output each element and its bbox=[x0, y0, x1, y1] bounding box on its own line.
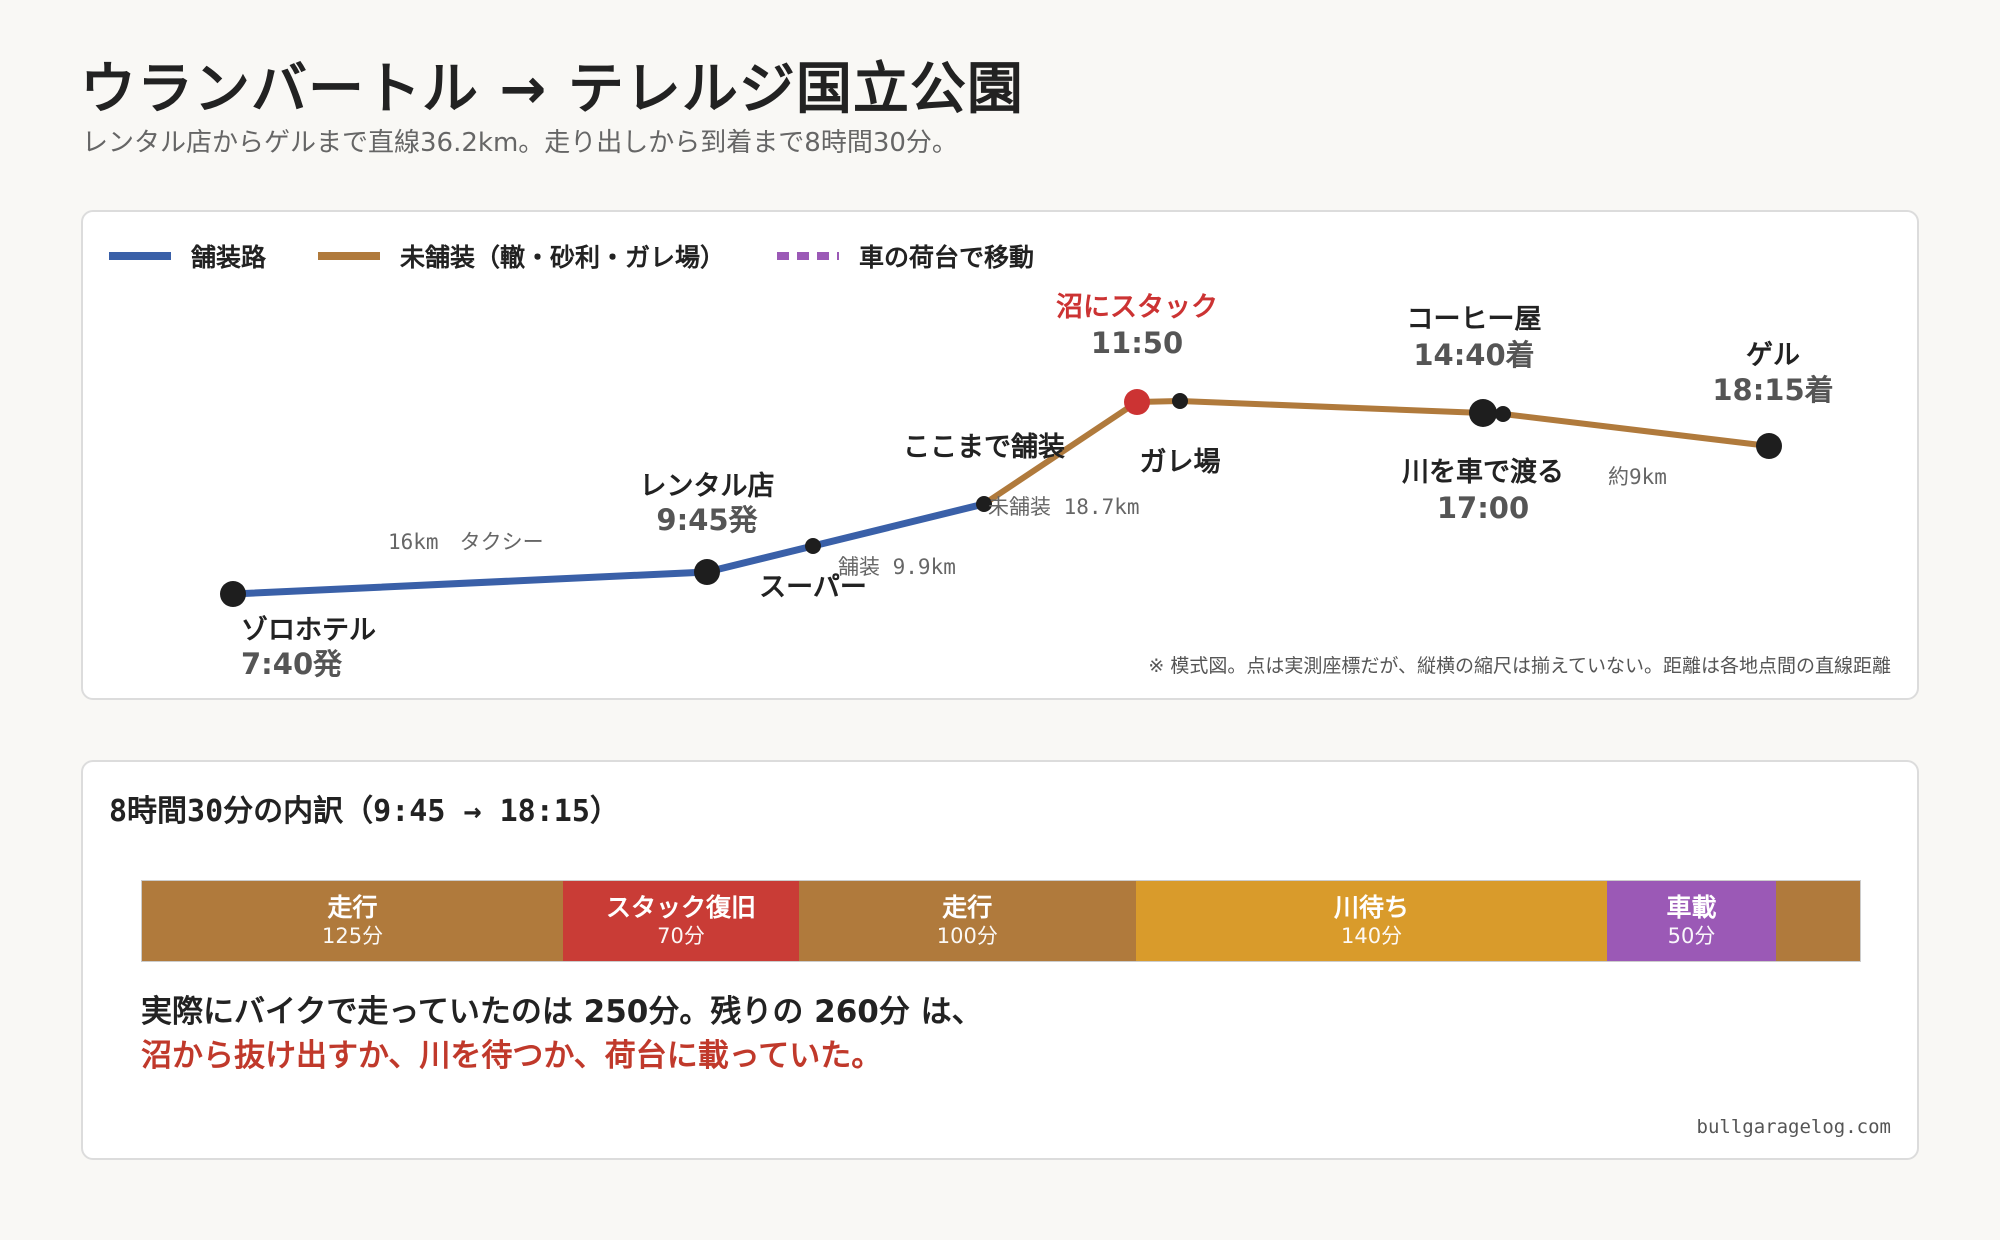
breakdown-segment-label: 走行 bbox=[327, 893, 378, 922]
truck-swatch-icon bbox=[777, 252, 840, 260]
unpaved-route-line-4 bbox=[1500, 411, 1772, 449]
time-river: 17:00 bbox=[1437, 491, 1529, 525]
label-super: スーパー bbox=[759, 572, 867, 603]
breakdown-segment bbox=[1775, 881, 1860, 961]
time-ger: 18:15着 bbox=[1712, 373, 1833, 407]
breakdown-segment-label: スタック復旧 bbox=[605, 893, 756, 922]
time-breakdown-bar: 走行 125分 スタック復旧 70分 走行 100分 川待ち 140分 車載 50分 bbox=[141, 880, 1861, 962]
breakdown-segment-minutes: 50分 bbox=[1667, 924, 1716, 948]
breakdown-segment-minutes: 140分 bbox=[1340, 924, 1403, 948]
time-stuck: 11:50 bbox=[1091, 326, 1183, 360]
breakdown-segment-minutes: 125分 bbox=[321, 924, 384, 948]
breakdown-segment: スタック復旧 70分 bbox=[563, 881, 799, 961]
label-coffee: コーヒー屋 bbox=[1407, 304, 1542, 335]
breakdown-segment-minutes: 100分 bbox=[936, 924, 998, 948]
route-card: 舗装路 未舗装（轍・砂利・ガレ場） 車の荷台で移動 ゾロホテル 7:40発 レン… bbox=[81, 210, 1919, 700]
segment-label-last: 約9km bbox=[1608, 465, 1667, 489]
point-stuck-marker bbox=[1124, 389, 1150, 415]
legend-item-truck: 車の荷台で移動 bbox=[777, 238, 1034, 274]
unpaved-route-line-1 bbox=[981, 399, 1140, 507]
legend-item-unpaved: 未舗装（轍・砂利・ガレ場） bbox=[318, 238, 725, 274]
breakdown-segment: 走行 125分 bbox=[142, 881, 564, 961]
segment-label-paved: 舗装 9.9km bbox=[838, 555, 956, 579]
label-ger: ゲル bbox=[1746, 340, 1800, 371]
breakdown-segment-minutes: 70分 bbox=[657, 924, 705, 948]
time-zoro-hotel: 7:40発 bbox=[241, 647, 343, 681]
unpaved-swatch-icon bbox=[318, 252, 381, 260]
segment-label-unpaved: 未舗装 18.7km bbox=[988, 495, 1140, 519]
point-paved-end-marker bbox=[976, 496, 992, 512]
breakdown-segment: 走行 100分 bbox=[798, 881, 1136, 961]
point-river-marker bbox=[1495, 406, 1511, 422]
breakdown-card: 8時間30分の内訳（9:45 → 18:15） 走行 125分 スタック復旧 70分走… bbox=[81, 760, 1919, 1160]
summary-line-1: 実際にバイクで走っていたのは 250分。残りの 260分 は、 bbox=[141, 994, 983, 1030]
label-zoro-hotel: ゾロホテル bbox=[241, 615, 376, 646]
point-gravel-marker bbox=[1172, 393, 1188, 409]
page-subtitle: レンタル店からゲルまで直線36.2km。走り出しから到着まで8時間30分。 bbox=[82, 128, 958, 158]
paved-route-line bbox=[229, 500, 988, 598]
legend-label-paved: 舗装路 bbox=[191, 243, 267, 272]
point-rental-marker bbox=[694, 559, 720, 585]
unpaved-route-line-3 bbox=[1177, 398, 1486, 416]
point-zoro-hotel-marker bbox=[220, 581, 246, 607]
label-gravel: ガレ場 bbox=[1140, 447, 1221, 478]
summary-line-2: 沼から抜け出すか、川を待つか、荷台に載っていた。 bbox=[141, 1038, 883, 1074]
legend: 舗装路 未舗装（轍・砂利・ガレ場） 車の荷台で移動 bbox=[109, 238, 1086, 274]
breakdown-segment-label: 川待ち bbox=[1334, 893, 1410, 922]
diagram-note: ※ 模式図。点は実測座標だが、縦横の縮尺は揃えていない。距離は各地点間の直線距離 bbox=[1148, 655, 1891, 677]
time-coffee: 14:40着 bbox=[1413, 338, 1534, 372]
route-diagram: ゾロホテル 7:40発 レンタル店 9:45発 スーパー ここまで舗装 沼にスタ… bbox=[220, 292, 1834, 681]
legend-label-truck: 車の荷台で移動 bbox=[859, 243, 1035, 272]
breakdown-segment-label: 走行 bbox=[942, 893, 993, 922]
label-river: 川を車で渡る bbox=[1402, 456, 1564, 488]
label-rental: レンタル店 bbox=[640, 471, 775, 502]
page-title: ウランバートル → テレルジ国立公園 bbox=[80, 57, 1024, 122]
breakdown-summary: 実際にバイクで走っていたのは 250分。残りの 260分 は、 沼から抜け出すか… bbox=[141, 990, 983, 1078]
point-coffee-marker bbox=[1469, 399, 1497, 427]
breakdown-segment: 川待ち 140分 bbox=[1135, 881, 1608, 961]
label-stuck: 沼にスタック bbox=[1056, 292, 1218, 323]
breakdown-title: 8時間30分の内訳（9:45 → 18:15） bbox=[109, 794, 620, 829]
paved-swatch-icon bbox=[109, 252, 171, 260]
segment-label-taxi: 16km タクシー bbox=[388, 530, 544, 554]
legend-label-unpaved: 未舗装（轍・砂利・ガレ場） bbox=[400, 243, 726, 272]
legend-item-paved: 舗装路 bbox=[109, 238, 266, 274]
breakdown-segment-label: 車載 bbox=[1666, 893, 1717, 922]
point-ger-marker bbox=[1756, 433, 1782, 459]
site-credit: bullgaragelog.com bbox=[1696, 1116, 1891, 1138]
label-paved-end: ここまで舗装 bbox=[903, 432, 1065, 463]
time-rental: 9:45発 bbox=[656, 503, 758, 537]
point-super-marker bbox=[805, 538, 821, 554]
breakdown-segment: 車載 50分 bbox=[1607, 881, 1776, 961]
